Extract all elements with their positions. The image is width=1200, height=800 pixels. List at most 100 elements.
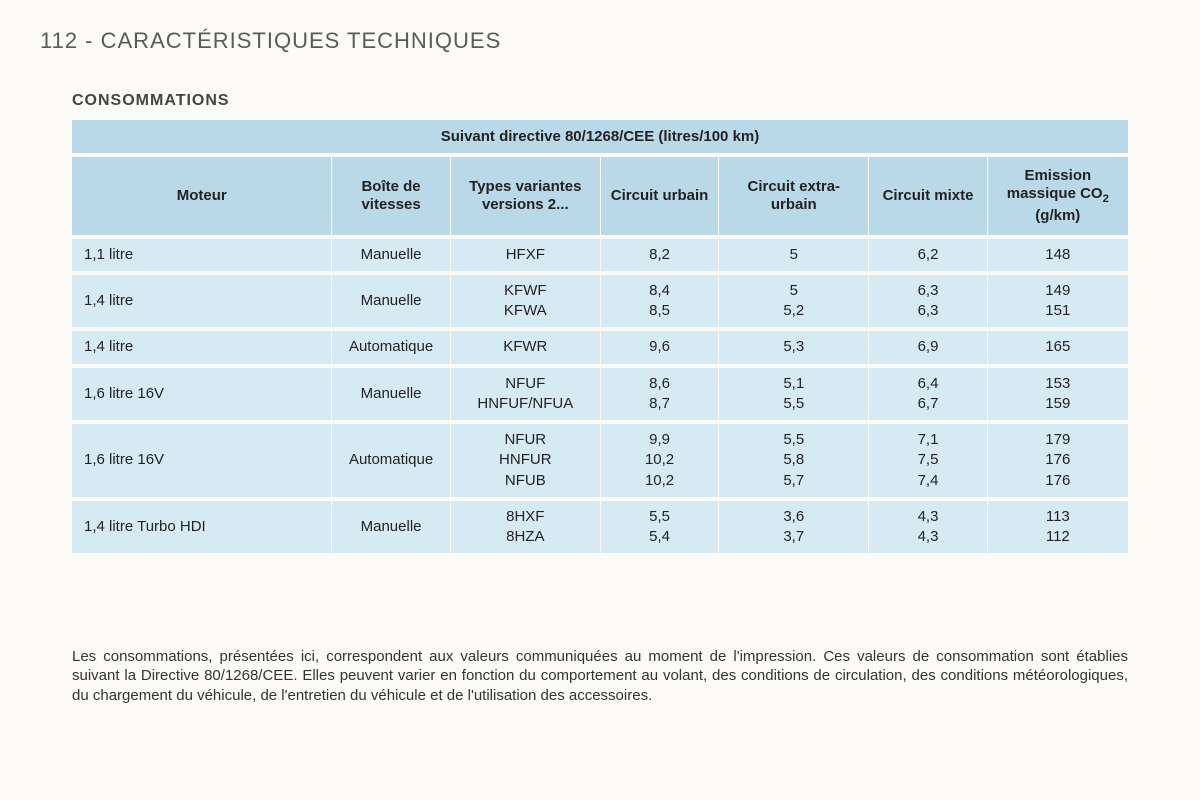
page-title: 112 - CARACTÉRISTIQUES TECHNIQUES xyxy=(40,28,1160,54)
cell-extra-line: 5,3 xyxy=(783,338,804,355)
table-row: 1,4 litreManuelleKFWFKFWA8,48,555,26,36,… xyxy=(72,275,1128,328)
consumption-table: Suivant directive 80/1268/CEE (litres/10… xyxy=(72,116,1128,557)
cell-co2-line: 176 xyxy=(1045,472,1070,489)
table-row: 1,1 litre Manuelle HFXF 8,2 5 6,2 148 xyxy=(72,239,1128,271)
cell-mixte-line: 4,3 xyxy=(918,508,939,525)
page-title-text: CARACTÉRISTIQUES TECHNIQUES xyxy=(101,28,502,53)
cell-mixte: 4,34,3 xyxy=(869,501,987,554)
cell-moteur: 1,4 litre xyxy=(72,331,332,363)
cell-co2-line: 159 xyxy=(1045,395,1070,412)
cell-extra-line: 3,7 xyxy=(783,528,804,545)
cell-co2: 165 xyxy=(988,331,1128,363)
cell-extra: 5,15,5 xyxy=(719,368,869,421)
cell-boite-line: Manuelle xyxy=(361,518,422,535)
cell-extra-line: 5,7 xyxy=(783,472,804,489)
cell-types-line: NFUF xyxy=(505,375,545,392)
cell-mixte-line: 6,9 xyxy=(918,338,939,355)
table-row: 1,4 litre Turbo HDIManuelle8HXF8HZA5,55,… xyxy=(72,501,1128,554)
cell-mixte: 6,46,7 xyxy=(869,368,987,421)
cell-extra-line: 5 xyxy=(790,282,798,299)
cell-extra: 3,63,7 xyxy=(719,501,869,554)
cell-moteur: 1,4 litre xyxy=(72,275,332,328)
cell-types: 8HXF 8HZA xyxy=(451,501,601,554)
cell-mixte-line: 6,3 xyxy=(918,282,939,299)
cell-extra-line: 5,8 xyxy=(783,451,804,468)
col-header-types: Types variantes versions 2... xyxy=(451,157,601,235)
cell-moteur: 1,1 litre xyxy=(72,239,332,271)
cell-moteur: 1,6 litre 16V xyxy=(72,424,332,497)
cell-urbain: 8,48,5 xyxy=(601,275,719,328)
cell-urbain-line: 5,5 xyxy=(649,508,670,525)
cell-boite: Automatique xyxy=(332,331,450,363)
footnote: Les consommations, présentées ici, corre… xyxy=(72,647,1128,705)
cell-urbain: 5,55,4 xyxy=(601,501,719,554)
cell-co2: 149151 xyxy=(988,275,1128,328)
cell-types-line: KFWA xyxy=(504,302,547,319)
table-caption: Suivant directive 80/1268/CEE (litres/10… xyxy=(72,120,1128,153)
col-header-co2-sub: 2 xyxy=(1103,193,1109,205)
cell-co2-line: 113 xyxy=(1046,508,1070,525)
cell-extra-line: 5,2 xyxy=(783,302,804,319)
cell-types: KFWF KFWA xyxy=(451,275,601,328)
cell-boite-line: Manuelle xyxy=(361,246,422,263)
cell-types-line: 8HZA xyxy=(506,528,544,545)
cell-extra-line: 5,1 xyxy=(783,375,804,392)
cell-mixte: 6,9 xyxy=(869,331,987,363)
cell-types-line: HFXF xyxy=(506,246,545,263)
cell-extra: 55,2 xyxy=(719,275,869,328)
cell-moteur-line: 1,4 litre xyxy=(84,292,133,309)
page-title-prefix: 112 - xyxy=(40,28,101,53)
cell-boite: Manuelle xyxy=(332,275,450,328)
cell-urbain-line: 10,2 xyxy=(645,472,674,489)
cell-types-line: NFUR xyxy=(504,431,546,448)
table-row: 1,4 litreAutomatiqueKFWR9,65,36,9165 xyxy=(72,331,1128,363)
col-header-co2-pre: Emission massique CO xyxy=(1007,167,1103,202)
col-header-extra: Circuit extra-urbain xyxy=(719,157,869,235)
cell-boite-line: Manuelle xyxy=(361,292,422,309)
cell-types-line: HNFUR xyxy=(499,451,552,468)
cell-moteur-line: 1,4 litre xyxy=(84,338,133,355)
cell-extra-line: 5 xyxy=(790,246,798,263)
cell-urbain: 9,9 10,2 10,2 xyxy=(601,424,719,497)
cell-co2-line: 151 xyxy=(1045,302,1070,319)
cell-boite-line: Automatique xyxy=(349,338,433,355)
cell-mixte-line: 6,4 xyxy=(918,375,939,392)
cell-co2-line: 149 xyxy=(1045,282,1070,299)
cell-urbain-line: 5,4 xyxy=(649,528,670,545)
cell-mixte: 7,17,57,4 xyxy=(869,424,987,497)
cell-types-line: KFWF xyxy=(504,282,547,299)
cell-urbain: 8,68,7 xyxy=(601,368,719,421)
cell-moteur-line: 1,6 litre 16V xyxy=(84,385,164,402)
cell-urbain: 9,6 xyxy=(601,331,719,363)
cell-urbain: 8,2 xyxy=(601,239,719,271)
cell-extra: 5,3 xyxy=(719,331,869,363)
cell-urbain-line: 8,5 xyxy=(649,302,670,319)
cell-extra: 5,55,85,7 xyxy=(719,424,869,497)
col-header-co2-post: (g/km) xyxy=(1035,207,1080,224)
cell-mixte-line: 6,2 xyxy=(918,246,939,263)
cell-moteur-line: 1,1 litre xyxy=(84,246,133,263)
cell-co2-line: 176 xyxy=(1045,451,1070,468)
cell-types-line: 8HXF xyxy=(506,508,544,525)
cell-boite: Automatique xyxy=(332,424,450,497)
cell-types: NFURHNFURNFUB xyxy=(451,424,601,497)
table-caption-row: Suivant directive 80/1268/CEE (litres/10… xyxy=(72,120,1128,153)
cell-co2-line: 148 xyxy=(1045,246,1070,263)
cell-moteur: 1,6 litre 16V xyxy=(72,368,332,421)
cell-extra-line: 3,6 xyxy=(783,508,804,525)
cell-boite-line: Automatique xyxy=(349,451,433,468)
cell-extra-line: 5,5 xyxy=(783,395,804,412)
cell-urbain-line: 10,2 xyxy=(645,451,674,468)
cell-co2-line: 179 xyxy=(1045,431,1070,448)
cell-types-line: HNFUF/NFUA xyxy=(477,395,573,412)
cell-urbain-line: 9,6 xyxy=(649,338,670,355)
cell-co2: 148 xyxy=(988,239,1128,271)
cell-co2-line: 112 xyxy=(1046,528,1070,545)
col-header-moteur: Moteur xyxy=(72,157,332,235)
cell-mixte: 6,36,3 xyxy=(869,275,987,328)
table-row: 1,6 litre 16VManuelleNFUFHNFUF/NFUA8,68,… xyxy=(72,368,1128,421)
cell-urbain-line: 9,9 xyxy=(649,431,670,448)
table-body: 1,1 litre Manuelle HFXF 8,2 5 6,2 148 1,4 litre… xyxy=(72,239,1128,554)
cell-urbain-line: 8,6 xyxy=(649,375,670,392)
cell-co2: 113112 xyxy=(988,501,1128,554)
